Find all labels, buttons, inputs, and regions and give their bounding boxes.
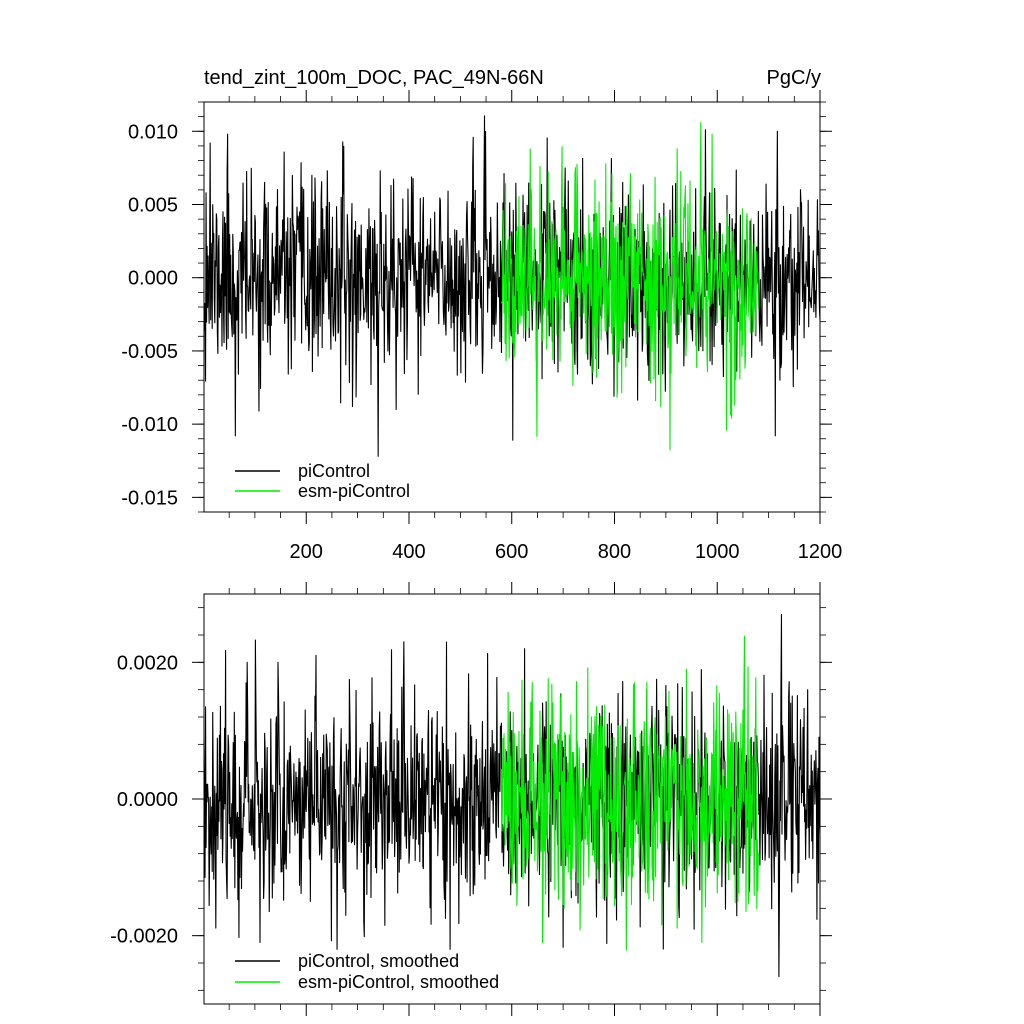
bottom-ytick-label: -0.0020 (110, 926, 178, 948)
top-series-esm-picontrol (500, 121, 759, 451)
top-ytick-label: 0.010 (128, 121, 178, 143)
legend-label-picontrol-smoothed: piControl, smoothed (298, 951, 459, 971)
top-axes: 0.010 0.005 0.000 -0.005 -0.010 -0.015 200 400 6… (121, 90, 842, 563)
top-title-left: tend_zint_100m_DOC, PAC_49N-66N (204, 67, 544, 89)
top-ytick-label: 0.000 (128, 268, 178, 290)
top-ytick-label: 0.005 (128, 195, 178, 217)
top-title-right: PgC/y (767, 67, 821, 89)
top-ytick-label: -0.010 (121, 414, 178, 436)
top-legend: piControl esm-piControl (235, 461, 410, 501)
legend-label-esm-picontrol-smoothed: esm-piControl, smoothed (298, 972, 499, 992)
bottom-panel: 0.0020 0.0000 -0.0020 piControl, smoothed … (110, 582, 832, 1016)
top-xtick-label: 600 (495, 541, 528, 563)
bottom-ytick-label: 0.0000 (117, 789, 178, 811)
legend-label-esm-picontrol: esm-piControl (298, 481, 410, 501)
bottom-series-esm-picontrol-smoothed (500, 635, 759, 951)
top-series-group (203, 115, 821, 457)
top-ytick-label: -0.005 (121, 341, 178, 363)
top-xtick-label: 800 (598, 541, 631, 563)
legend-label-picontrol: piControl (298, 461, 370, 481)
top-xtick-label: 1200 (798, 541, 843, 563)
top-ytick-label: -0.015 (121, 487, 178, 509)
top-xtick-label: 1000 (695, 541, 740, 563)
bottom-axes: 0.0020 0.0000 -0.0020 (110, 582, 832, 1016)
bottom-ytick-label: 0.0020 (117, 652, 178, 674)
top-xtick-label: 200 (290, 541, 323, 563)
top-plot-frame (203, 101, 821, 513)
bottom-plot-frame (203, 593, 821, 1005)
bottom-series-group (203, 613, 821, 978)
top-panel: tend_zint_100m_DOC, PAC_49N-66N PgC/y 0.… (121, 67, 842, 563)
top-xtick-label: 400 (392, 541, 425, 563)
bottom-legend: piControl, smoothed esm-piControl, smoot… (235, 951, 499, 992)
